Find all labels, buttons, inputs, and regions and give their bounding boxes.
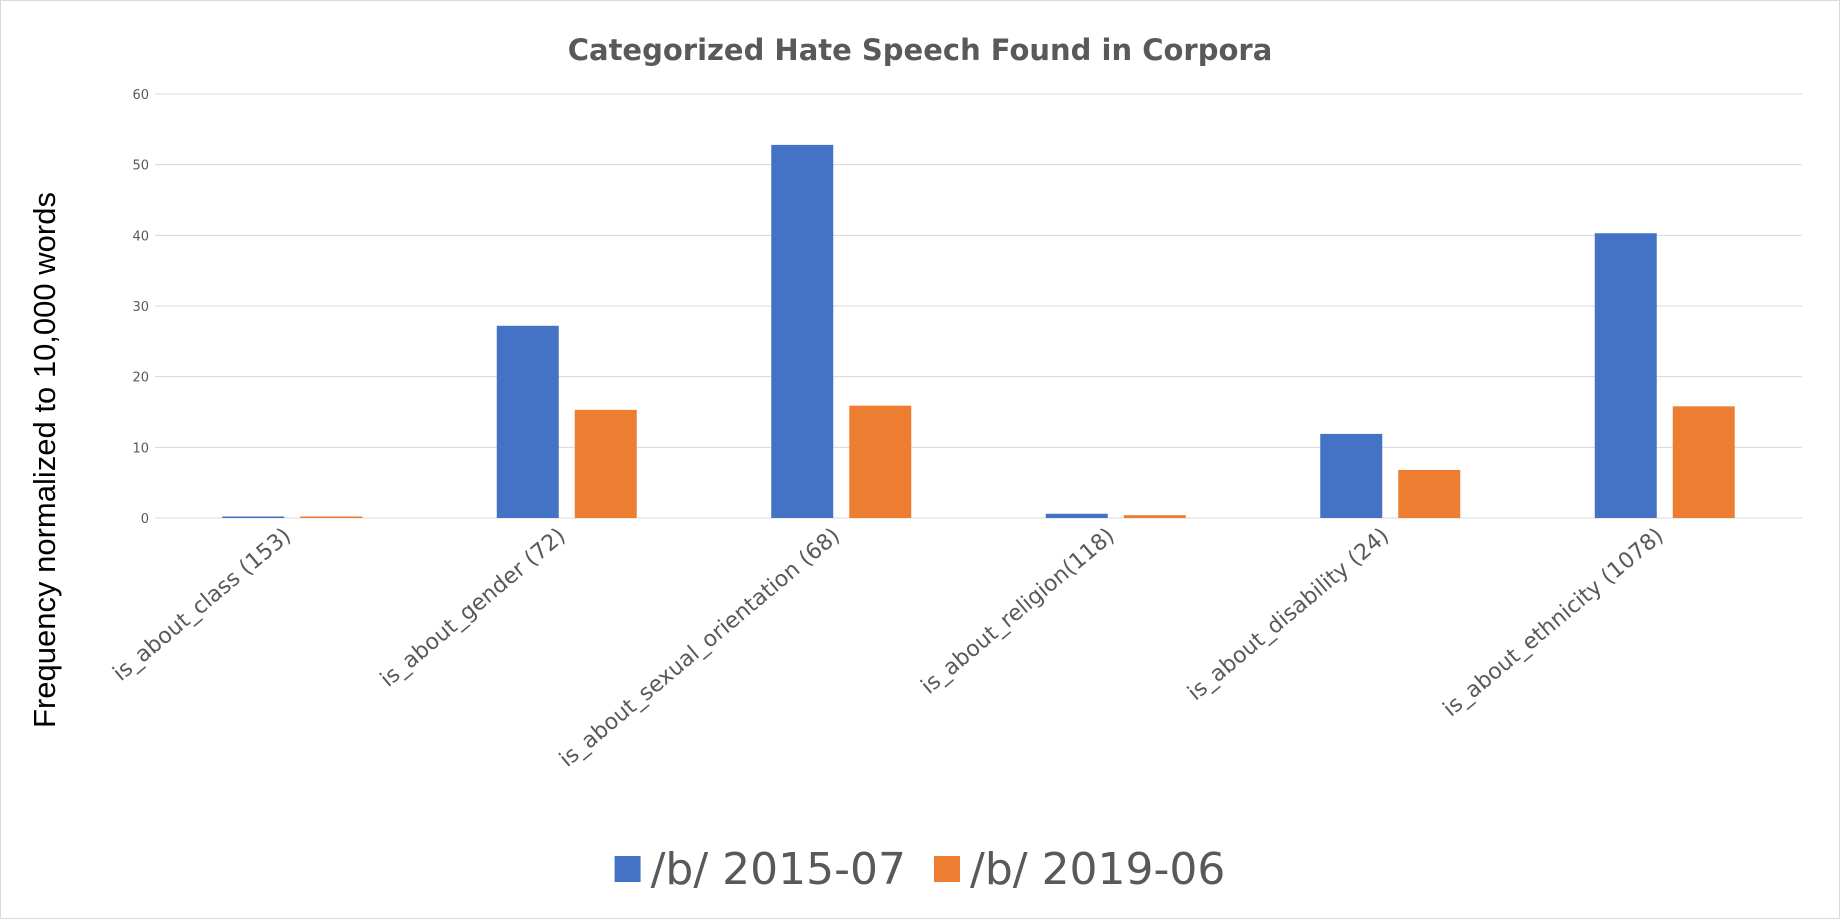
y-tick-label: 30: [132, 300, 149, 315]
bar-series-1: [496, 325, 559, 518]
y-tick-label: 40: [132, 229, 149, 244]
legend-label: /b/ 2015-07: [651, 844, 906, 895]
bar-series-1: [1320, 433, 1383, 518]
y-tick-label: 10: [132, 441, 149, 456]
bar-series-1: [1045, 513, 1108, 518]
x-tick-label: is_about_sexual_orientation (68): [555, 523, 845, 772]
bar-series-1: [1594, 233, 1657, 519]
chart-title: Categorized Hate Speech Found in Corpora: [568, 33, 1273, 67]
bar-series-2: [574, 409, 637, 518]
x-tick-label: is_about_gender (72): [376, 523, 571, 692]
bar-series-2: [1672, 406, 1735, 518]
legend-swatch: [934, 856, 960, 882]
x-tick-label: is_about_disability (24): [1183, 523, 1394, 706]
gridlines: [155, 93, 1802, 519]
x-tick-label: is_about_class (153): [109, 523, 297, 686]
legend-swatch: [614, 856, 641, 882]
bar-series-2: [300, 516, 363, 518]
y-tick-label: 60: [132, 88, 149, 103]
y-tick-label: 50: [132, 159, 149, 174]
legend-label: /b/ 2019-06: [970, 844, 1225, 895]
x-tick-label: is_about_religion(118): [917, 523, 1120, 699]
y-tick-label: 20: [132, 371, 149, 386]
legend: /b/ 2015-07/b/ 2019-06: [614, 844, 1225, 895]
y-axis-label: Frequency normalized to 10,000 words: [27, 192, 62, 728]
bars: [222, 144, 1735, 519]
bar-series-2: [849, 405, 912, 518]
bar-series-2: [1398, 469, 1461, 518]
x-axis-ticks: is_about_class (153) is_about_gender (72)…: [109, 523, 1669, 772]
y-axis-ticks: 0 10 20 30 40 50 60: [132, 88, 149, 527]
bar-series-1: [771, 144, 834, 518]
x-tick-label: is_about_ethnicity (1078): [1439, 523, 1669, 722]
bar-series-2: [1123, 515, 1186, 518]
bar-series-1: [222, 516, 285, 518]
y-tick-label: 0: [141, 512, 149, 527]
